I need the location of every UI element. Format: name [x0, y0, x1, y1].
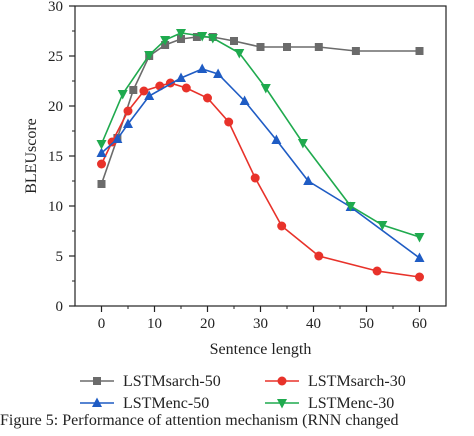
y-tick-label: 10 [48, 199, 63, 215]
data-point [213, 68, 224, 78]
data-point [414, 252, 425, 262]
legend-marker [93, 377, 101, 385]
data-point [414, 233, 425, 243]
data-point [234, 49, 245, 59]
data-point [271, 134, 282, 144]
data-point [123, 118, 133, 128]
x-tick-label: 20 [200, 316, 215, 332]
x-tick-label: 10 [147, 316, 162, 332]
y-tick-label: 25 [48, 49, 63, 65]
data-point [250, 173, 260, 183]
y-tick-label: 5 [56, 249, 64, 265]
figure-caption: Figure 5: Performance of attention mecha… [0, 412, 399, 429]
data-point [314, 43, 323, 51]
data-point [144, 51, 155, 61]
data-point [277, 221, 287, 231]
series-line [100, 82, 420, 278]
legend-marker [277, 376, 287, 386]
data-point [139, 86, 149, 96]
data-point [345, 202, 356, 212]
data-point [224, 117, 234, 127]
data-point [117, 90, 128, 100]
series-lstmsarch-50 [97, 33, 424, 188]
legend-item: LSTMenc-30 [265, 395, 394, 412]
legend-label: LSTMsarch-30 [308, 373, 406, 390]
data-point [97, 159, 106, 169]
data-point [144, 90, 155, 100]
legend: LSTMsarch-50 LSTMsarch-30 LSTMenc-50 LSTMen… [80, 373, 406, 412]
y-tick-label: 30 [48, 0, 63, 15]
x-tick-label: 60 [412, 316, 427, 332]
data-point [351, 47, 360, 55]
data-point [203, 93, 212, 103]
y-tick-label: 20 [48, 99, 63, 115]
data-point [207, 34, 218, 44]
data-point [177, 35, 185, 43]
data-point [239, 95, 250, 105]
series-lstmsarch-30 [97, 78, 424, 282]
data-point [97, 180, 106, 188]
data-point [197, 32, 208, 42]
x-tick-label: 50 [359, 316, 374, 332]
legend-marker [277, 399, 287, 409]
data-point [176, 29, 186, 39]
legend-marker [92, 397, 102, 407]
y-axis: 0 5 10 15 20 25 30 [48, 0, 75, 315]
data-point [283, 43, 291, 51]
data-point [96, 140, 107, 150]
x-axis-title: Sentence length [210, 341, 312, 358]
data-point [372, 266, 382, 276]
series-lstmenc-30 [96, 29, 425, 243]
y-axis-title: BLEUscore [23, 118, 40, 194]
data-point [314, 251, 324, 261]
y-tick-label: 0 [56, 299, 64, 315]
series-lstmenc-50 [96, 63, 425, 262]
data-point [297, 139, 308, 149]
data-point [303, 175, 314, 185]
legend-label: LSTMsarch-50 [123, 373, 221, 390]
x-axis: 0 10 20 30 40 50 60 [98, 306, 427, 332]
data-point [112, 133, 123, 143]
data-point [256, 43, 265, 51]
data-point [377, 221, 388, 231]
data-point [415, 47, 424, 55]
data-point [192, 33, 201, 41]
legend-item: LSTMsarch-50 [80, 373, 221, 390]
series-layer [96, 29, 425, 282]
data-point [160, 36, 171, 46]
data-point [176, 72, 186, 82]
data-point [197, 63, 208, 73]
x-tick-label: 30 [253, 316, 268, 332]
data-point [181, 83, 191, 93]
legend-item: LSTMsarch-30 [265, 373, 406, 390]
y-tick-label: 15 [48, 149, 63, 165]
data-point [260, 84, 271, 94]
data-point [415, 272, 424, 282]
legend-label: LSTMenc-30 [308, 395, 394, 412]
x-tick-label: 40 [306, 316, 321, 332]
legend-label: LSTMenc-50 [123, 395, 209, 412]
x-tick-label: 0 [98, 316, 106, 332]
series-line [100, 32, 420, 238]
data-point [129, 86, 138, 94]
data-point [230, 37, 238, 45]
data-point [96, 147, 107, 157]
legend-item: LSTMenc-50 [80, 395, 209, 412]
data-point [123, 106, 133, 116]
